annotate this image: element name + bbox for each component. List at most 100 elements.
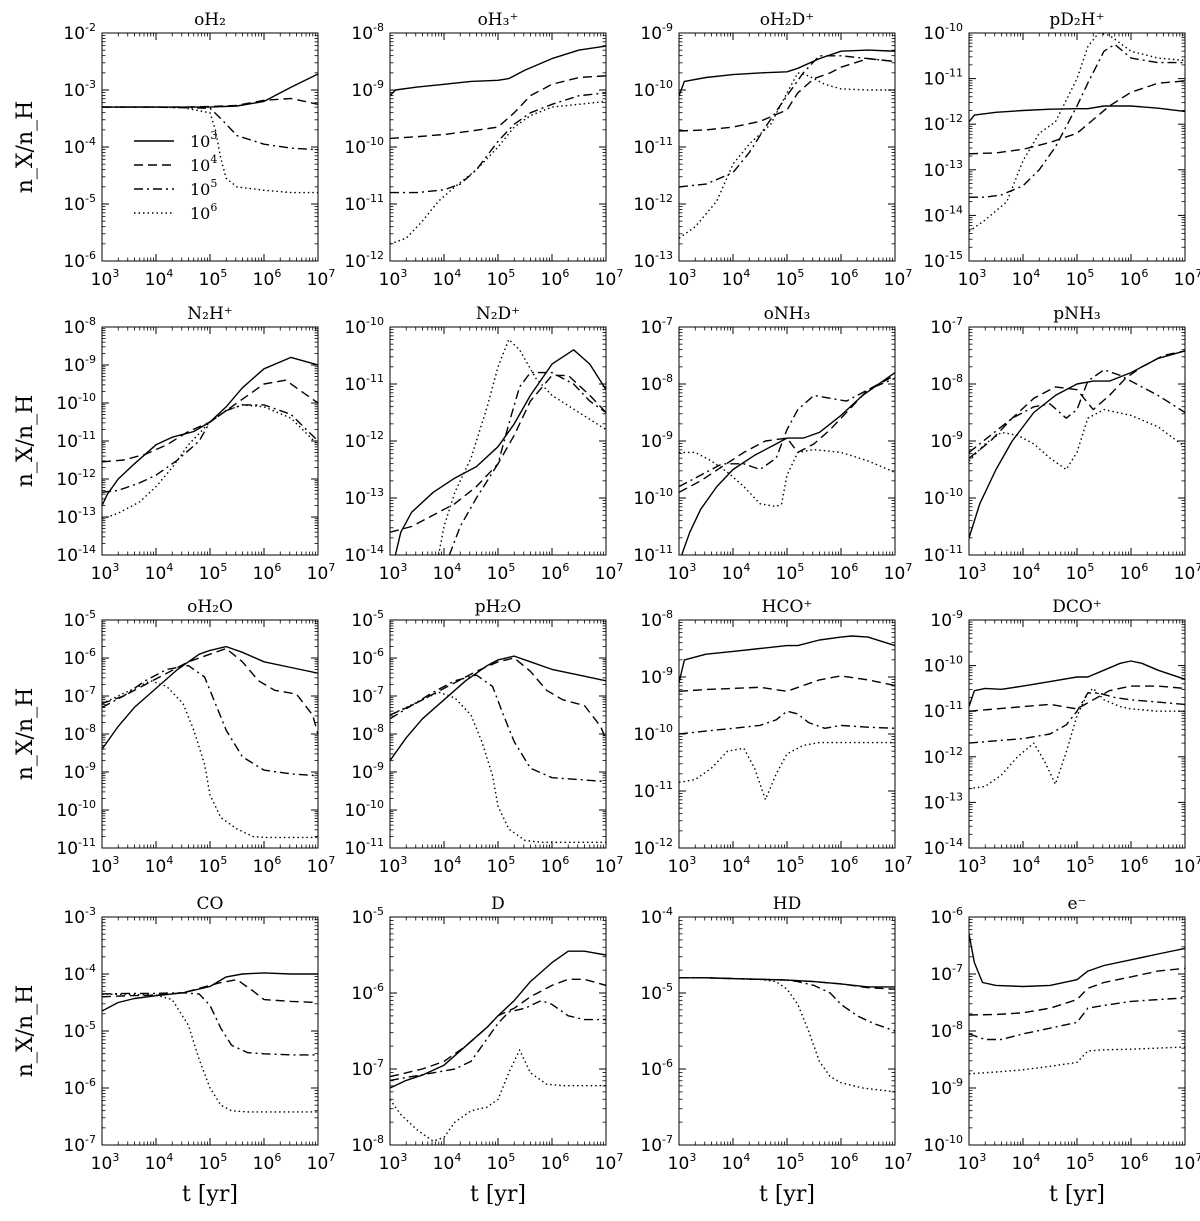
x-tick-label: 107 (884, 1151, 913, 1174)
x-tick-label: 104 (433, 561, 462, 584)
x-tick-label: 107 (595, 267, 624, 290)
y-tick-label: 10-5 (351, 608, 384, 631)
series-line-dashed (390, 978, 606, 1078)
y-tick-label: 10-9 (640, 429, 673, 452)
y-tick-label: 10-9 (640, 21, 673, 44)
y-tick-label: 10-5 (351, 905, 384, 928)
y-tick-label: 10-14 (56, 543, 96, 566)
y-tick-label: 10-8 (63, 722, 96, 745)
x-tick-label: 103 (958, 267, 987, 290)
y-tick-label: 10-6 (63, 249, 96, 272)
panel-8: pNH₃ 103 104 105 106 107 10-11 10-10 10-9 10-8 10-… (923, 304, 1200, 584)
y-tick-label: 10-7 (63, 1133, 96, 1156)
series-line-dashdot (679, 710, 895, 735)
legend-label: 106 (190, 201, 217, 223)
x-tick-label: 107 (595, 561, 624, 584)
series-line-dotted (102, 106, 318, 194)
y-tick-label: 10-13 (344, 486, 384, 509)
y-tick-label: 10-12 (344, 429, 384, 452)
x-tick-label: 106 (830, 267, 859, 290)
y-tick-label: 10-9 (351, 760, 384, 783)
series-line-dashdot (969, 369, 1185, 453)
y-tick-label: 10-14 (923, 203, 963, 226)
series-line-dotted (102, 680, 318, 839)
x-tick-label: 107 (1174, 1151, 1200, 1174)
plot-frame (678, 32, 896, 262)
series-line-dotted (969, 33, 1185, 232)
y-tick-label: 10-7 (351, 684, 384, 707)
x-tick-label: 105 (199, 854, 228, 877)
x-tick-label: 105 (199, 267, 228, 290)
y-tick-label: 10-11 (344, 192, 384, 215)
x-tick-label: 104 (145, 561, 174, 584)
plot-frame (101, 916, 319, 1146)
x-tick-label: 103 (379, 1151, 408, 1174)
y-tick-label: 10-11 (923, 699, 963, 722)
y-tick-label: 10-11 (923, 67, 963, 90)
y-tick-label: 10-10 (633, 78, 673, 101)
x-tick-label: 103 (91, 1151, 120, 1174)
plot-frame (678, 916, 896, 1146)
y-tick-label: 10-6 (351, 981, 384, 1004)
y-tick-label: 10-11 (56, 429, 96, 452)
series-line-solid (679, 49, 895, 96)
x-tick-label: 107 (595, 1151, 624, 1174)
x-tick-label: 104 (1012, 267, 1041, 290)
x-tick-label: 106 (253, 1151, 282, 1174)
y-tick-label: 10-7 (63, 684, 96, 707)
x-tick-label: 106 (830, 561, 859, 584)
panel-title: oNH₃ (764, 304, 811, 324)
y-tick-label: 10-7 (930, 962, 963, 985)
panel-12: DCO⁺ 103 104 105 106 107 10-14 10-13 10-12 10-11 1… (923, 597, 1200, 877)
x-tick-label: 104 (722, 854, 751, 877)
x-axis-label: t [yr] (470, 1182, 526, 1207)
y-tick-label: 10-6 (351, 646, 384, 669)
x-tick-label: 107 (307, 1151, 336, 1174)
x-tick-label: 105 (1066, 561, 1095, 584)
series-line-solid (681, 372, 895, 555)
x-tick-label: 103 (668, 854, 697, 877)
x-tick-label: 103 (91, 267, 120, 290)
y-tick-label: 10-7 (640, 1133, 673, 1156)
y-tick-label: 10-9 (930, 429, 963, 452)
series-line-dashdot (679, 55, 895, 188)
x-tick-label: 105 (1066, 854, 1095, 877)
series-line-dotted (102, 404, 318, 520)
series-line-solid (390, 950, 606, 1089)
y-tick-label: 10-7 (351, 1057, 384, 1080)
series-line-solid (102, 73, 318, 108)
x-tick-label: 104 (722, 1151, 751, 1174)
x-tick-label: 104 (145, 1151, 174, 1174)
panel-13: CO 103 104 105 106 107 10-7 10-6 10-5 10-4 10-3 n_X… (13, 894, 335, 1207)
y-tick-label: 10-3 (63, 905, 96, 928)
y-tick-label: 10-10 (633, 486, 673, 509)
series-line-solid (679, 635, 895, 683)
y-tick-label: 10-13 (923, 158, 963, 181)
plot-frame (968, 619, 1186, 849)
plot-frame (968, 916, 1186, 1146)
panel-title: D (491, 894, 505, 914)
x-tick-label: 105 (776, 561, 805, 584)
panel-title: HD (773, 894, 801, 914)
panel-title: N₂D⁺ (476, 304, 520, 324)
x-tick-label: 105 (1066, 1151, 1095, 1174)
panel-title: oH₂D⁺ (760, 10, 814, 30)
x-tick-label: 107 (884, 267, 913, 290)
y-tick-label: 10-9 (63, 353, 96, 376)
series-line-dashed (390, 75, 606, 140)
series-line-dotted (390, 691, 606, 843)
series-line-dashed (390, 657, 606, 740)
series-line-solid (969, 660, 1185, 707)
y-tick-label: 10-14 (344, 543, 384, 566)
series-line-dotted (437, 338, 606, 555)
x-tick-label: 105 (776, 854, 805, 877)
x-tick-label: 106 (1120, 561, 1149, 584)
series-line-dashed (969, 350, 1185, 459)
y-tick-label: 10-4 (63, 962, 96, 985)
y-tick-label: 10-10 (923, 654, 963, 677)
x-tick-label: 107 (1174, 267, 1200, 290)
x-tick-label: 107 (307, 267, 336, 290)
series-line-dashdot (969, 997, 1185, 1041)
x-tick-label: 105 (487, 1151, 516, 1174)
